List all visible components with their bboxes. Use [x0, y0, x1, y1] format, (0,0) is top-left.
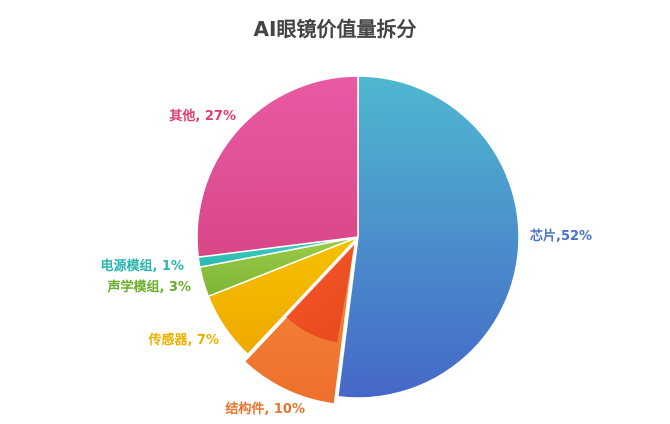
pie-label-其他: 其他, 27% [169, 108, 236, 124]
chart-title: AI眼镜价值量拆分 [254, 17, 417, 41]
pie-label-结构件: 结构件, 10% [225, 401, 305, 417]
pie-slice-highlight [286, 244, 355, 343]
pie-label-声学模组: 声学模组, 3% [106, 279, 191, 295]
pie-label-芯片: 芯片,52% [530, 228, 592, 244]
pie-slice-芯片 [336, 75, 520, 399]
pie-label-传感器: 传感器, 7% [147, 332, 219, 348]
pie-label-电源模组: 电源模组, 1% [100, 258, 184, 274]
pie-slice-其他 [196, 75, 359, 259]
pie-labels: 芯片,52% 结构件, 10% 传感器, 7% 声学模组, 3% 电源模组, 1% 其他,… [100, 108, 592, 417]
pie-slices [196, 75, 520, 405]
